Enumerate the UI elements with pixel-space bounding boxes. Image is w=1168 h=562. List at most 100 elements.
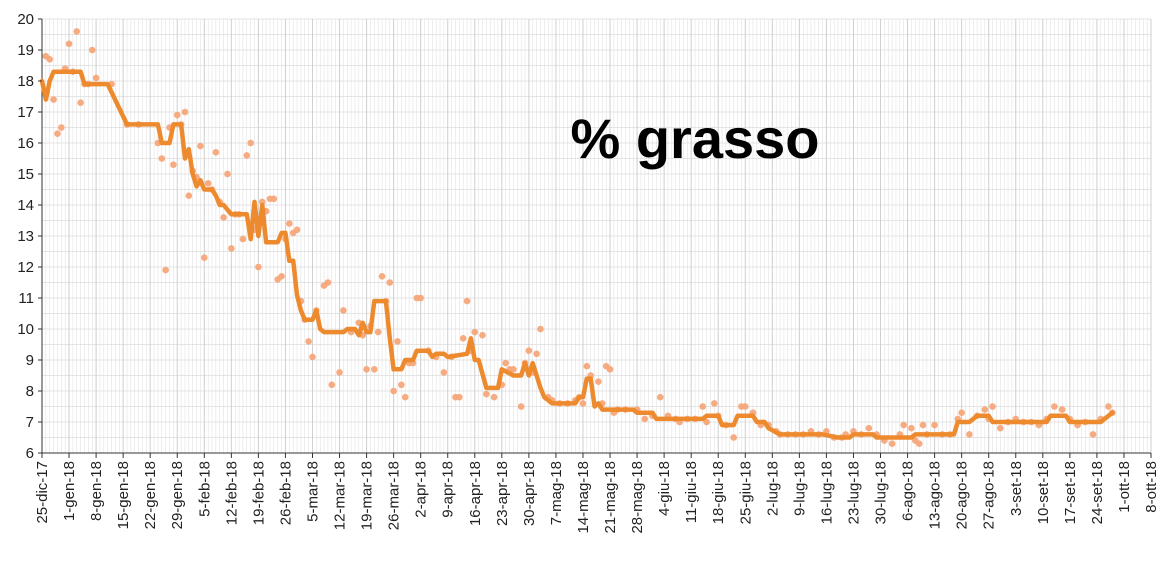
x-tick-label: 7-mag-18: [548, 461, 565, 525]
data-point: [641, 415, 649, 423]
x-tick-label: 12-mar-18: [332, 461, 349, 530]
data-point: [197, 142, 204, 150]
x-tick-label: 27-ago-18: [981, 461, 998, 529]
data-point: [579, 400, 587, 407]
x-tick-label: 30-lug-18: [873, 461, 890, 524]
x-tick-label: 18-giu-18: [710, 461, 727, 524]
y-tick-label: 13: [17, 228, 34, 245]
data-point: [730, 434, 737, 441]
data-point: [255, 263, 262, 271]
data-point: [378, 273, 386, 280]
x-tick-label: 24-set-18: [1089, 461, 1106, 524]
data-point: [471, 328, 479, 336]
data-point: [1058, 406, 1066, 413]
x-tick-label: 25-dic-17: [34, 461, 51, 524]
data-point: [77, 99, 84, 106]
data-point: [309, 353, 316, 361]
x-tick-label: 16-apr-18: [467, 461, 484, 526]
x-tick-label: 25-giu-18: [737, 461, 754, 524]
y-tick-label: 9: [26, 352, 34, 369]
x-tick-label: 21-mag-18: [602, 461, 619, 534]
data-point: [1089, 431, 1097, 438]
data-point: [398, 381, 405, 389]
x-tick-label: 12-feb-18: [223, 461, 240, 525]
data-point: [931, 421, 938, 429]
data-point: [270, 195, 278, 203]
data-point: [908, 424, 915, 432]
data-point: [243, 152, 251, 159]
x-tick-label: 6-ago-18: [900, 461, 917, 521]
data-point: [900, 421, 907, 429]
data-point: [1105, 403, 1112, 410]
data-point: [324, 279, 332, 286]
data-point: [336, 369, 343, 376]
data-point: [390, 387, 397, 395]
data-point: [510, 366, 517, 373]
data-point: [703, 418, 710, 426]
data-point: [374, 328, 382, 336]
x-tick-label: 2-lug-18: [764, 461, 781, 516]
data-point: [656, 393, 664, 401]
x-tick-label: 23-apr-18: [494, 461, 511, 526]
data-point: [158, 155, 166, 162]
x-tick-label: 15-gen-18: [115, 461, 132, 529]
data-point: [212, 149, 220, 156]
data-point: [915, 440, 923, 448]
y-tick-label: 20: [17, 11, 34, 28]
data-point: [533, 350, 540, 358]
data-point: [463, 297, 471, 305]
data-point: [46, 56, 54, 63]
data-point: [371, 366, 378, 373]
data-point: [865, 424, 873, 432]
data-point: [247, 139, 254, 147]
data-point: [537, 325, 544, 333]
data-point: [185, 192, 193, 199]
y-tick-label: 7: [26, 414, 34, 431]
data-point: [888, 440, 896, 448]
data-point: [394, 338, 401, 345]
data-point: [595, 378, 602, 386]
y-tick-label: 16: [17, 135, 34, 152]
data-point: [239, 235, 247, 243]
x-tick-label: 26-feb-18: [277, 461, 294, 525]
data-point: [502, 359, 509, 367]
x-tick-label: 2-apr-18: [413, 461, 430, 518]
x-tick-label: 8-gen-18: [88, 461, 105, 521]
y-tick-label: 15: [17, 166, 34, 183]
chart-title: % grasso: [571, 107, 820, 170]
chart-gridlines: [41, 18, 1152, 454]
data-point: [73, 28, 81, 35]
data-point: [440, 369, 448, 376]
x-tick-label: 17-set-18: [1062, 461, 1079, 524]
data-point: [162, 266, 169, 274]
x-tick-label: 29-gen-18: [169, 461, 186, 529]
y-tick-label: 14: [17, 197, 34, 214]
data-point: [606, 366, 614, 373]
y-tick-label: 6: [26, 445, 34, 462]
data-point: [711, 400, 718, 407]
data-point: [958, 409, 965, 417]
x-tick-label: 20-ago-18: [954, 461, 971, 529]
x-tick-label: 19-feb-18: [250, 461, 267, 525]
data-point: [88, 46, 96, 54]
data-point: [204, 180, 212, 187]
data-point: [919, 421, 927, 429]
data-point: [181, 108, 189, 116]
x-tick-label: 9-lug-18: [791, 461, 808, 516]
x-tick-label: 11-giu-18: [683, 461, 700, 523]
data-point: [517, 403, 525, 410]
x-tick-label: 26-mar-18: [386, 461, 403, 530]
data-point: [490, 393, 498, 401]
data-point: [170, 161, 177, 168]
x-tick-label: 14-mag-18: [575, 461, 592, 534]
x-tick-label: 28-mag-18: [629, 461, 646, 534]
x-tick-label: 19-mar-18: [359, 461, 376, 530]
data-point: [65, 40, 73, 48]
y-tick-label: 8: [26, 383, 34, 400]
data-point: [200, 254, 208, 261]
data-point: [699, 403, 707, 410]
data-point: [293, 226, 301, 234]
x-tick-label: 10-set-18: [1035, 461, 1052, 524]
x-tick-label: 5-mar-18: [304, 461, 321, 522]
trend-line-path: [39, 69, 1115, 440]
